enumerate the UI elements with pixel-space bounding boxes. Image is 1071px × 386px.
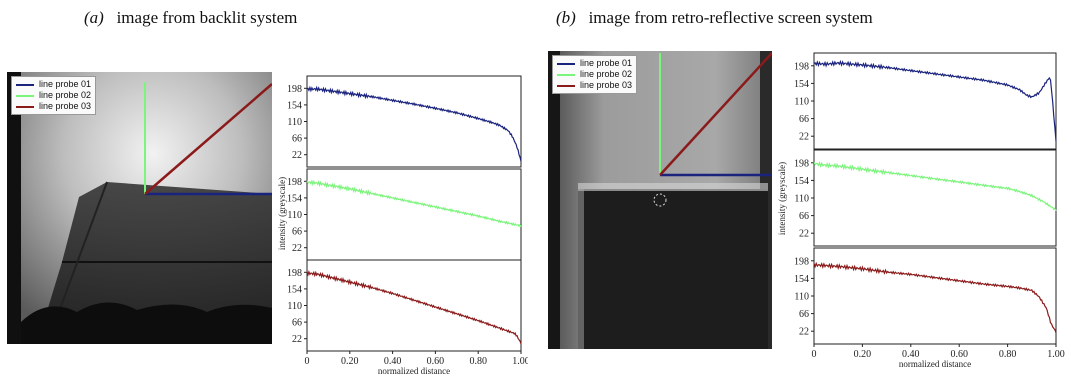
legend-label: line probe 02 [39,90,92,100]
legend-item-probe-03: line probe 03 [557,80,632,91]
panel-tag-b: (b) [556,8,576,27]
legend-swatch-blue [557,62,575,65]
legend-item-probe-01: line probe 01 [16,79,91,90]
y-axis-label: intensity (greyscale) [277,177,287,250]
series-line-line-probe-02 [306,179,522,228]
legend-swatch-green [16,94,34,97]
intensity-chart-b: 22 66 110 154 198 22 66 110 154 198 22 66 110 154 198 0… [776,51,1066,381]
y-tick-label: 22 [799,327,809,338]
series-line-line-probe-03 [813,261,1057,334]
y-tick-label: 66 [799,309,809,320]
legend-item-probe-03: line probe 03 [16,101,91,112]
legend-swatch-blue [16,83,34,86]
panel-frame [813,52,1057,150]
legend-label: line probe 01 [39,79,92,89]
series-line-line-probe-01 [306,85,522,162]
y-tick-label: 66 [799,211,809,222]
y-tick-label: 154 [287,193,302,204]
series-line-line-probe-02 [813,161,1057,212]
intensity-chart-a: 22 66 110 154 198 22 66 110 154 198 22 66 110 154 198 0… [276,74,530,379]
y-tick-label: 110 [794,292,809,303]
panel-frame [306,259,522,352]
intensity-chart-a-svg: 22 66 110 154 198 22 66 110 154 198 22 66 110 154 198 0… [277,75,530,376]
y-tick-label: 66 [799,114,809,125]
figure-caption-a: (a) image from backlit system [84,8,297,28]
y-tick-label: 110 [287,117,302,128]
x-tick-label: 0.20 [341,356,359,367]
y-tick-label: 110 [794,194,809,205]
backlit-photo: line probe 01 line probe 02 line probe 0… [7,72,272,344]
panel-frame [813,247,1057,345]
x-tick-label: 0 [812,349,817,360]
series-line-line-probe-03 [306,269,522,345]
y-tick-label: 22 [292,243,302,254]
y-tick-label: 154 [794,79,809,90]
panel-title-b: image from retro-reflective screen syste… [588,8,873,27]
y-tick-label: 154 [287,100,302,111]
y-tick-label: 22 [799,132,809,143]
figure-caption-b: (b) image from retro-reflective screen s… [556,8,873,28]
series-line-line-probe-01 [813,59,1057,142]
retro-reflective-photo-drawing [548,51,772,349]
y-tick-label: 66 [292,227,302,238]
y-tick-label: 198 [794,158,809,169]
x-tick-label: 0.20 [854,349,872,360]
legend-b: line probe 01 line probe 02 line probe 0… [552,55,638,94]
legend-a: line probe 01 line probe 02 line probe 0… [11,76,97,115]
panel-frame [813,149,1057,247]
y-tick-label: 198 [287,177,302,188]
y-tick-label: 154 [287,284,302,295]
legend-label: line probe 03 [580,80,633,90]
legend-item-probe-02: line probe 02 [557,69,632,80]
y-axis-label: intensity (greyscale) [777,162,787,235]
x-tick-label: 0 [305,356,310,367]
x-tick-label: 1.00 [512,356,528,367]
x-tick-label: 1.00 [1047,349,1065,360]
legend-swatch-red [16,105,34,108]
x-axis-label: normalized distance [378,366,450,376]
legend-label: line probe 02 [580,69,633,79]
intensity-chart-b-svg: 22 66 110 154 198 22 66 110 154 198 22 66 110 154 198 0… [777,52,1065,369]
y-tick-label: 66 [292,134,302,145]
legend-label: line probe 01 [580,58,633,68]
x-tick-label: 0.40 [902,349,920,360]
y-tick-label: 22 [799,229,809,240]
legend-swatch-red [557,84,575,87]
panel-tag-a: (a) [84,8,104,27]
y-tick-label: 66 [292,318,302,329]
x-axis-label: normalized distance [899,359,971,369]
panel-frame [306,168,522,261]
y-tick-label: 22 [292,334,302,345]
y-tick-label: 198 [287,268,302,279]
backlit-photo-drawing [7,72,272,344]
y-tick-label: 198 [287,84,302,95]
legend-item-probe-01: line probe 01 [557,58,632,69]
y-tick-label: 154 [794,176,809,187]
x-tick-label: 0.60 [950,349,968,360]
x-tick-label: 0.60 [427,356,445,367]
y-tick-label: 110 [794,97,809,108]
legend-swatch-green [557,73,575,76]
y-tick-label: 110 [287,301,302,312]
legend-label: line probe 03 [39,101,92,111]
x-tick-label: 0.80 [999,349,1017,360]
y-tick-label: 22 [292,150,302,161]
y-tick-label: 154 [794,274,809,285]
retro-reflective-photo: line probe 01 line probe 02 line probe 0… [548,51,772,349]
x-tick-label: 0.40 [384,356,402,367]
x-tick-label: 0.80 [469,356,487,367]
y-tick-label: 110 [287,210,302,221]
legend-item-probe-02: line probe 02 [16,90,91,101]
y-tick-label: 198 [794,61,809,72]
panel-title-a: image from backlit system [116,8,298,27]
y-tick-label: 198 [794,256,809,267]
